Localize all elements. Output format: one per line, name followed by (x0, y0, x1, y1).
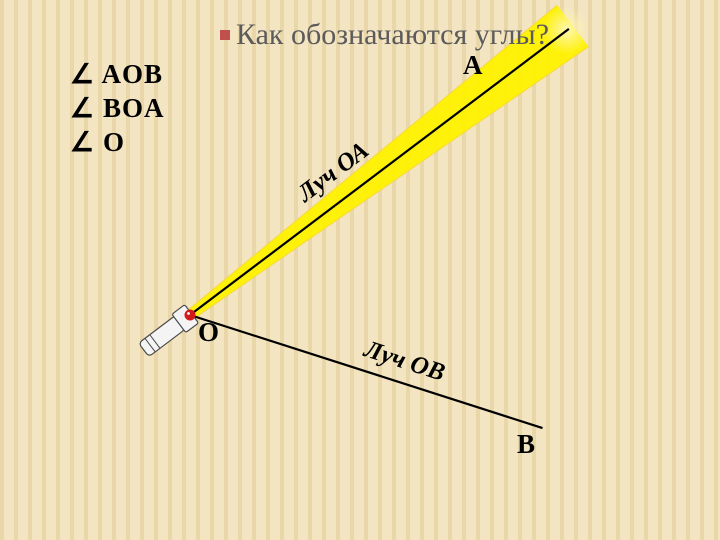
ray-label-ob: Луч ОВ (361, 336, 448, 388)
point-label-o: O (198, 317, 219, 348)
slide-title-row: Как обозначаются углы? (220, 18, 549, 52)
vertex-dot (185, 310, 196, 321)
slide-title: Как обозначаются углы? (236, 18, 549, 52)
notation-aob: ∠ AOB (70, 58, 164, 92)
slide: Как обозначаются углы? ∠ AOB ∠ BOA ∠ O O… (0, 0, 720, 540)
ray-oa-line (190, 29, 569, 315)
title-bullet-square (220, 30, 230, 40)
ray-ob-line (190, 315, 543, 428)
point-label-a: A (463, 50, 483, 81)
angle-notation-list: ∠ AOB ∠ BOA ∠ O (70, 58, 164, 159)
notation-o: ∠ O (70, 126, 164, 160)
point-label-b: B (517, 429, 535, 460)
ray-label-oa: Луч ОА (293, 137, 375, 209)
vertex-dot-highlight (187, 312, 190, 315)
notation-boa: ∠ BOA (70, 92, 164, 126)
